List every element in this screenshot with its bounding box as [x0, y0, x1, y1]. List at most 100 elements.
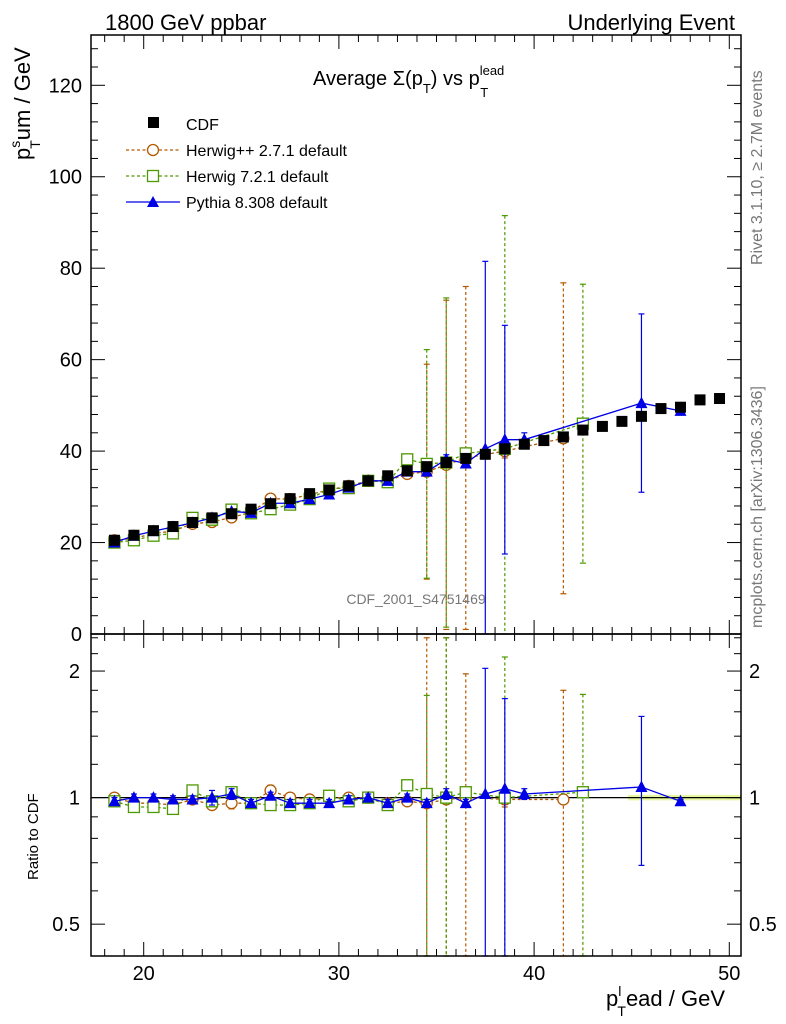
data-point: [655, 403, 667, 415]
ylabel-rest: um / GeV: [10, 47, 35, 140]
data-point: [694, 394, 706, 406]
ratio-y-tick-label-right: 2: [749, 661, 760, 683]
data-point: [440, 457, 452, 469]
legend-label-herwig7: Herwig 7.2.1 default: [186, 169, 329, 186]
data-point: [577, 424, 589, 436]
data-point: [557, 431, 569, 443]
legend-marker-pythia: [147, 196, 159, 207]
data-point: [421, 461, 433, 473]
ratio-panel-frame: [90, 633, 742, 957]
y-tick-label: 100: [49, 167, 82, 189]
data-point: [265, 498, 277, 510]
ratio-point: [166, 792, 179, 805]
data-point: [128, 529, 140, 541]
mcplots-note: mcplots.cern.ch [arXiv:1306.3436]: [749, 386, 766, 628]
ratio-point: [127, 791, 140, 803]
ratio-point: [498, 782, 511, 794]
x-tick-label: 50: [718, 963, 740, 985]
series-cdf: [108, 393, 726, 546]
data-point: [108, 534, 120, 546]
legend-item-herwigpp: Herwig++ 2.7.1 default: [126, 143, 348, 160]
ratio-point: [518, 787, 531, 799]
data-point: [362, 475, 374, 487]
y-tick-label: 120: [49, 75, 82, 97]
data-point: [401, 465, 413, 477]
ratio-point: [576, 786, 590, 799]
y-tick-label: 40: [60, 441, 82, 463]
legend-marker-herwig7: [146, 169, 160, 183]
ratio-point: [166, 802, 180, 816]
title-sub2: T: [480, 85, 488, 100]
series-line: [114, 402, 681, 544]
ratio-point: [420, 796, 433, 809]
legend-item-herwig7: Herwig 7.2.1 default: [126, 169, 329, 186]
ratio-point: [186, 792, 199, 805]
data-point: [401, 453, 414, 466]
header-left: 1800 GeV ppbar: [105, 10, 266, 35]
data-point: [284, 493, 296, 505]
ratio-point: [127, 800, 141, 814]
ratio-point: [557, 793, 570, 806]
ylabel-sup: s: [7, 141, 23, 148]
header-right: Underlying Event: [567, 10, 735, 35]
ratio-point: [323, 796, 336, 809]
y-tick-label: 80: [60, 258, 82, 280]
legend: CDF Herwig++ 2.7.1 default Herwig 7.2.1 …: [126, 117, 348, 212]
ratio-point: [401, 779, 414, 792]
ratio-point: [674, 794, 687, 807]
title-sub1: T: [423, 81, 431, 96]
ratio-series-pythia-8-308-default: [108, 667, 687, 957]
ratio-y-tick-label-right: 0.5: [749, 914, 777, 936]
ratio-y-tick-label: 0.5: [52, 914, 80, 936]
y-tick-label: 0: [71, 624, 82, 646]
data-point: [187, 516, 199, 528]
ratio-y-tick-label: 1: [69, 788, 80, 810]
series-herwig-7-2-1-default: [108, 215, 590, 635]
data-point: [343, 480, 355, 492]
ratio-point: [440, 787, 453, 799]
ratio-y-tick-label-right: 1: [749, 788, 760, 810]
ratio-point: [362, 791, 375, 803]
data-point: [245, 503, 257, 515]
data-point: [714, 393, 726, 405]
ratio-point: [459, 786, 472, 799]
data-point: [147, 525, 159, 537]
legend-label-herwigpp: Herwig++ 2.7.1 default: [186, 143, 348, 160]
x-tick-label: 40: [523, 963, 545, 985]
x-axis-label: pl Tead / GeV: [606, 983, 725, 1019]
x-tick-label: 20: [133, 963, 155, 985]
ratio-panel-series: [108, 637, 687, 957]
data-point: [167, 521, 179, 533]
data-point: [460, 452, 472, 464]
data-point: [518, 438, 530, 450]
data-point: [674, 401, 686, 413]
main-panel-ticks: 0 20 40 60 80 100 120: [49, 35, 741, 646]
ratio-point: [264, 798, 277, 812]
legend-label-pythia: Pythia 8.308 default: [186, 195, 328, 212]
ratio-point: [635, 780, 648, 792]
xlabel-sub: T: [617, 1003, 626, 1019]
ratio-point: [284, 796, 297, 809]
ratio-point: [303, 796, 316, 809]
xlabel-p: p: [606, 986, 618, 1011]
ratio-point: [225, 787, 238, 799]
ratio-point: [264, 789, 277, 801]
data-point: [323, 484, 335, 496]
series-herwig-2-7-1-default: [108, 282, 570, 631]
main-panel: 0 20 40 60 80 100 120 CDF_2001_S4751469 Averag…: [7, 34, 742, 646]
ratio-point: [147, 791, 160, 803]
legend-item-cdf: CDF: [148, 117, 219, 134]
ratio-panel-ticks: 20 30 40 50 0.5 0.5 1 1 2 2: [52, 634, 777, 985]
chart-title: Average Σ(pT) vs plead T: [313, 63, 504, 100]
ylabel-sub: T: [27, 140, 43, 149]
data-point: [538, 435, 550, 447]
ratio-line: [114, 786, 681, 804]
ratio-y-tick-label: 2: [69, 661, 80, 683]
data-point: [635, 410, 647, 422]
data-point: [596, 420, 608, 432]
data-point: [304, 488, 316, 500]
series-pythia-8-308-default: [108, 260, 687, 635]
data-point: [382, 470, 394, 482]
data-point: [635, 396, 648, 409]
